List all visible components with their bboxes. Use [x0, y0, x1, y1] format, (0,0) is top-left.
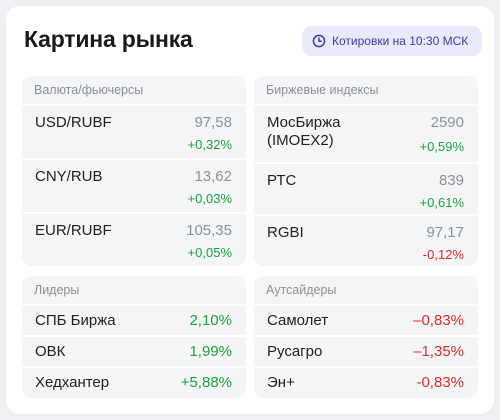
- quote-price: 97,58: [194, 114, 232, 131]
- divider: [22, 335, 246, 337]
- quote-time-label: Котировки на 10:30 МСК: [332, 34, 469, 48]
- quote-name: EUR/RUBF: [35, 222, 112, 239]
- currencies-panel: Валюта/фьючерсы USD/RUBF 97,58 +0,32% CN…: [22, 76, 246, 266]
- stock-change: 2,10%: [189, 312, 232, 329]
- leaders-panel-title: Лидеры: [34, 283, 80, 297]
- stock-change: –1,35%: [413, 343, 464, 360]
- quote-row-eur-rubf[interactable]: EUR/RUBF 105,35 +0,05%: [22, 214, 246, 266]
- quote-price: 97,17: [426, 224, 464, 241]
- stock-change: +5,88%: [180, 374, 232, 391]
- leader-row-ovk[interactable]: ОВК 1,99%: [22, 337, 246, 366]
- quote-name: РТС: [267, 172, 297, 189]
- divider: [254, 162, 478, 164]
- quote-change: +0,03%: [187, 191, 232, 206]
- stock-name: Эн+: [267, 374, 295, 391]
- quote-change: +0,32%: [187, 137, 232, 152]
- indices-panel-title: Биржевые индексы: [266, 83, 379, 97]
- divider: [22, 304, 246, 306]
- stock-name: СПБ Биржа: [35, 312, 116, 329]
- outsiders-panel-title: Аутсайдеры: [266, 283, 337, 297]
- stock-name: ОВК: [35, 343, 66, 360]
- outsider-row-samolet[interactable]: Самолет –0,83%: [254, 306, 478, 335]
- page-title: Картина рынка: [24, 26, 193, 52]
- quote-row-cny-rub[interactable]: CNY/RUB 13,62 +0,03%: [22, 160, 246, 212]
- quote-name: RGBI: [267, 224, 304, 241]
- quote-change: -0,12%: [422, 247, 464, 262]
- leader-row-hh[interactable]: Хедхантер +5,88%: [22, 368, 246, 397]
- divider: [254, 214, 478, 216]
- quote-row-usd-rubf[interactable]: USD/RUBF 97,58 +0,32%: [22, 106, 246, 158]
- divider: [254, 335, 478, 337]
- stock-change: 1,99%: [189, 343, 232, 360]
- outsider-row-enplus[interactable]: Эн+ -0,83%: [254, 368, 478, 397]
- stock-name: Русагро: [267, 343, 323, 360]
- divider: [254, 104, 478, 106]
- divider: [22, 212, 246, 214]
- stock-change: -0,83%: [416, 374, 464, 391]
- quote-price: 2590: [430, 114, 464, 131]
- indices-panel: Биржевые индексы МосБиржа (IMOEX2) 2590 …: [254, 76, 478, 266]
- outsider-row-rusagro[interactable]: Русагро –1,35%: [254, 337, 478, 366]
- quote-time-badge: Котировки на 10:30 МСК: [302, 26, 482, 56]
- quote-row-rgbi[interactable]: RGBI 97,17 -0,12%: [254, 216, 478, 266]
- quote-change: +0,61%: [419, 195, 464, 210]
- quote-row-rts[interactable]: РТС 839 +0,61%: [254, 164, 478, 214]
- quote-price: 839: [438, 172, 464, 189]
- clock-icon: [312, 34, 326, 48]
- stock-name: Самолет: [267, 312, 329, 329]
- quote-price: 105,35: [186, 222, 232, 239]
- stock-change: –0,83%: [413, 312, 464, 329]
- outsiders-panel: Аутсайдеры Самолет –0,83% Русагро –1,35%…: [254, 276, 478, 398]
- market-overview-card: Картина рынка Котировки на 10:30 МСК Вал…: [6, 6, 494, 414]
- quote-change: +0,59%: [419, 139, 464, 154]
- divider: [254, 366, 478, 368]
- stock-name: Хедхантер: [35, 374, 110, 391]
- divider: [22, 158, 246, 160]
- quote-name: USD/RUBF: [35, 114, 112, 131]
- quote-name: CNY/RUB: [35, 168, 103, 185]
- divider: [22, 366, 246, 368]
- currencies-panel-title: Валюта/фьючерсы: [34, 83, 144, 97]
- divider: [254, 304, 478, 306]
- quote-row-imoex2[interactable]: МосБиржа (IMOEX2) 2590 +0,59%: [254, 106, 478, 162]
- quote-change: +0,05%: [187, 245, 232, 260]
- quote-price: 13,62: [194, 168, 232, 185]
- quote-name: МосБиржа (IMOEX2): [267, 114, 341, 149]
- leader-row-spb[interactable]: СПБ Биржа 2,10%: [22, 306, 246, 335]
- divider: [22, 104, 246, 106]
- leaders-panel: Лидеры СПБ Биржа 2,10% ОВК 1,99% Хедхант…: [22, 276, 246, 398]
